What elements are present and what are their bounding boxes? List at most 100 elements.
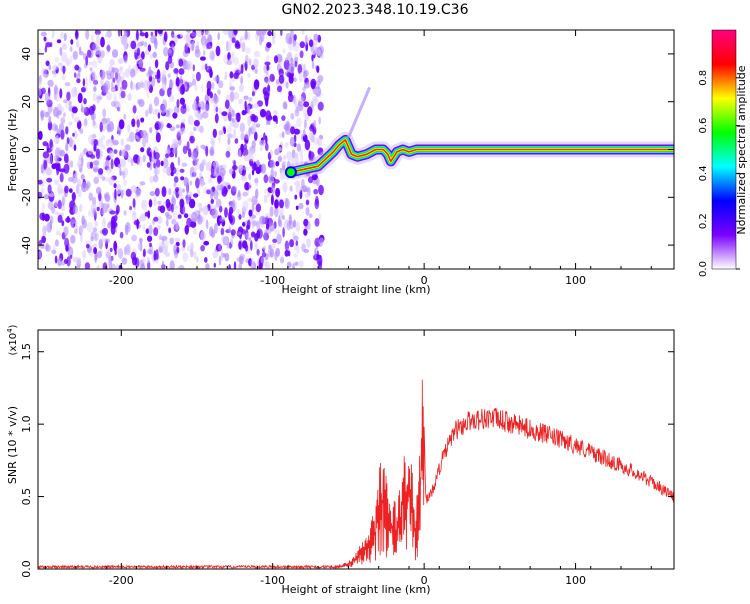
noise-blob	[233, 121, 239, 129]
noise-blob	[65, 58, 71, 67]
noise-blob	[49, 139, 53, 149]
noise-blob	[47, 120, 53, 131]
noise-blob	[57, 62, 63, 67]
noise-blob	[290, 126, 296, 135]
noise-blob	[38, 88, 42, 96]
noise-blob	[263, 174, 269, 184]
noise-blob	[140, 80, 144, 85]
noise-blob	[301, 30, 305, 36]
noise-blob	[254, 178, 259, 184]
noise-blob	[60, 129, 65, 140]
noise-blob	[135, 81, 142, 90]
noise-blob	[62, 65, 66, 75]
noise-blob	[250, 257, 254, 267]
noise-blob	[236, 43, 241, 48]
noise-blob	[177, 214, 182, 219]
noise-blob	[196, 214, 203, 225]
noise-blob	[113, 183, 117, 189]
noise-blob	[213, 262, 216, 268]
noise-blob	[316, 65, 320, 73]
noise-blob	[187, 191, 193, 198]
noise-blob	[248, 149, 254, 156]
bottom-x-tick-label: -100	[260, 574, 285, 587]
noise-blob	[47, 79, 54, 87]
noise-blob	[91, 113, 95, 121]
noise-blob	[192, 64, 195, 72]
noise-blob	[227, 137, 231, 145]
noise-blob	[170, 171, 174, 177]
noise-blob	[182, 239, 186, 248]
noise-blob	[195, 71, 201, 82]
noise-blob	[229, 91, 235, 102]
noise-blob	[318, 237, 325, 246]
noise-blob	[137, 155, 143, 167]
noise-blob	[294, 194, 298, 200]
noise-blob	[136, 30, 139, 41]
noise-blob	[153, 227, 159, 237]
noise-blob	[188, 148, 192, 158]
noise-blob	[260, 163, 267, 174]
noise-blob	[227, 52, 231, 61]
noise-blob	[290, 113, 295, 120]
noise-blob	[274, 199, 279, 209]
noise-blob	[244, 30, 248, 40]
noise-blob	[233, 261, 237, 269]
noise-blob	[237, 189, 241, 198]
noise-blob	[195, 256, 199, 263]
noise-blob	[173, 35, 178, 44]
noise-blob	[59, 172, 64, 183]
noise-blob	[131, 118, 136, 128]
noise-blob	[132, 198, 136, 208]
noise-blob	[82, 78, 86, 87]
noise-blob	[139, 241, 143, 252]
noise-blob	[121, 149, 127, 157]
noise-blob	[101, 208, 106, 216]
noise-blob	[139, 32, 146, 37]
noise-blob	[135, 66, 139, 72]
noise-blob	[222, 30, 230, 35]
noise-blob	[163, 31, 168, 42]
noise-blob	[48, 64, 52, 71]
noise-blob	[255, 203, 262, 213]
noise-blob	[311, 49, 316, 55]
noise-blob	[189, 135, 195, 144]
noise-blob	[171, 218, 177, 225]
noise-blob	[153, 197, 157, 207]
noise-blob	[226, 146, 232, 152]
noise-blob	[206, 88, 211, 96]
noise-blob	[267, 30, 273, 37]
noise-blob	[95, 148, 101, 160]
noise-blob	[68, 137, 73, 148]
noise-blob	[169, 260, 175, 269]
noise-blob	[100, 36, 105, 48]
noise-blob	[105, 159, 110, 167]
noise-blob	[45, 244, 51, 252]
noise-blob	[218, 107, 222, 115]
noise-blob	[88, 192, 94, 201]
noise-blob	[182, 145, 188, 155]
noise-blob	[55, 163, 59, 171]
noise-blob	[114, 188, 117, 200]
noise-blob	[317, 84, 320, 90]
noise-blob	[87, 61, 93, 66]
noise-blob	[86, 243, 90, 249]
noise-blob	[304, 119, 307, 130]
noise-blob	[79, 203, 83, 213]
noise-blob	[274, 229, 281, 234]
noise-blob	[264, 229, 267, 241]
noise-blob	[229, 168, 234, 175]
noise-blob	[80, 87, 86, 93]
noise-blob	[231, 37, 236, 44]
noise-blob	[236, 112, 241, 123]
noise-blob	[288, 62, 295, 74]
colorbar-ticks: 0.0 0.2 0.4 0.6 0.8	[698, 70, 740, 277]
noise-blob	[294, 244, 297, 251]
noise-blob	[55, 230, 62, 236]
noise-blob	[205, 145, 209, 157]
noise-blob	[200, 83, 204, 93]
noise-blob	[243, 166, 250, 171]
noise-blob	[230, 229, 236, 236]
noise-blob	[289, 136, 295, 147]
noise-blob	[294, 152, 299, 159]
noise-blob	[102, 108, 107, 118]
